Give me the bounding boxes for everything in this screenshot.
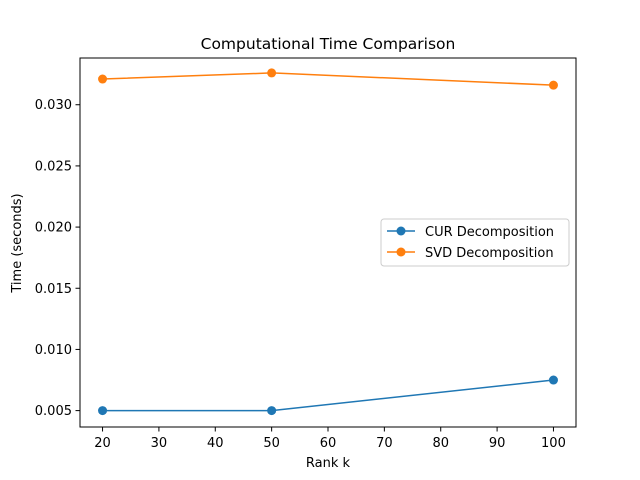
legend-entry-svd: SVD Decomposition [425, 246, 554, 261]
y-tick-label: 0.005 [35, 404, 72, 419]
x-tick-label: 90 [489, 436, 506, 451]
y-axis-title: Time (seconds) [10, 193, 25, 293]
data-point-cur [548, 375, 558, 385]
chart-title: Computational Time Comparison [201, 35, 456, 53]
legend-box [380, 218, 570, 267]
data-point-svd [267, 68, 277, 78]
data-point-cur [98, 406, 108, 416]
y-tick-label: 0.020 [35, 221, 72, 236]
x-axis-ticks: 20 30 40 50 60 70 80 90 100 [94, 427, 566, 451]
x-tick-label: 50 [263, 436, 280, 451]
y-axis-ticks: 0.005 0.010 0.015 0.020 0.025 0.030 [35, 98, 80, 419]
data-point-svd [548, 80, 558, 90]
y-tick-label: 0.015 [35, 282, 72, 297]
legend-swatch-marker-svd [396, 247, 406, 257]
x-tick-label: 60 [320, 436, 337, 451]
x-tick-label: 100 [541, 436, 566, 451]
data-point-cur [267, 406, 277, 416]
plot-marks [98, 68, 558, 416]
plot-area-frame [79, 57, 577, 428]
x-tick-label: 30 [151, 436, 168, 451]
y-tick-label: 0.025 [35, 159, 72, 174]
data-point-svd [98, 74, 108, 84]
x-tick-label: 70 [376, 436, 393, 451]
legend: CUR Decomposition SVD Decomposition [380, 218, 570, 267]
y-tick-label: 0.010 [35, 343, 72, 358]
x-tick-label: 40 [207, 436, 224, 451]
x-tick-label: 20 [94, 436, 111, 451]
x-tick-label: 80 [432, 436, 449, 451]
x-axis-title: Rank k [306, 456, 351, 471]
y-tick-label: 0.030 [35, 98, 72, 113]
legend-entry-cur: CUR Decomposition [425, 225, 554, 240]
legend-swatch-marker-cur [396, 226, 406, 236]
